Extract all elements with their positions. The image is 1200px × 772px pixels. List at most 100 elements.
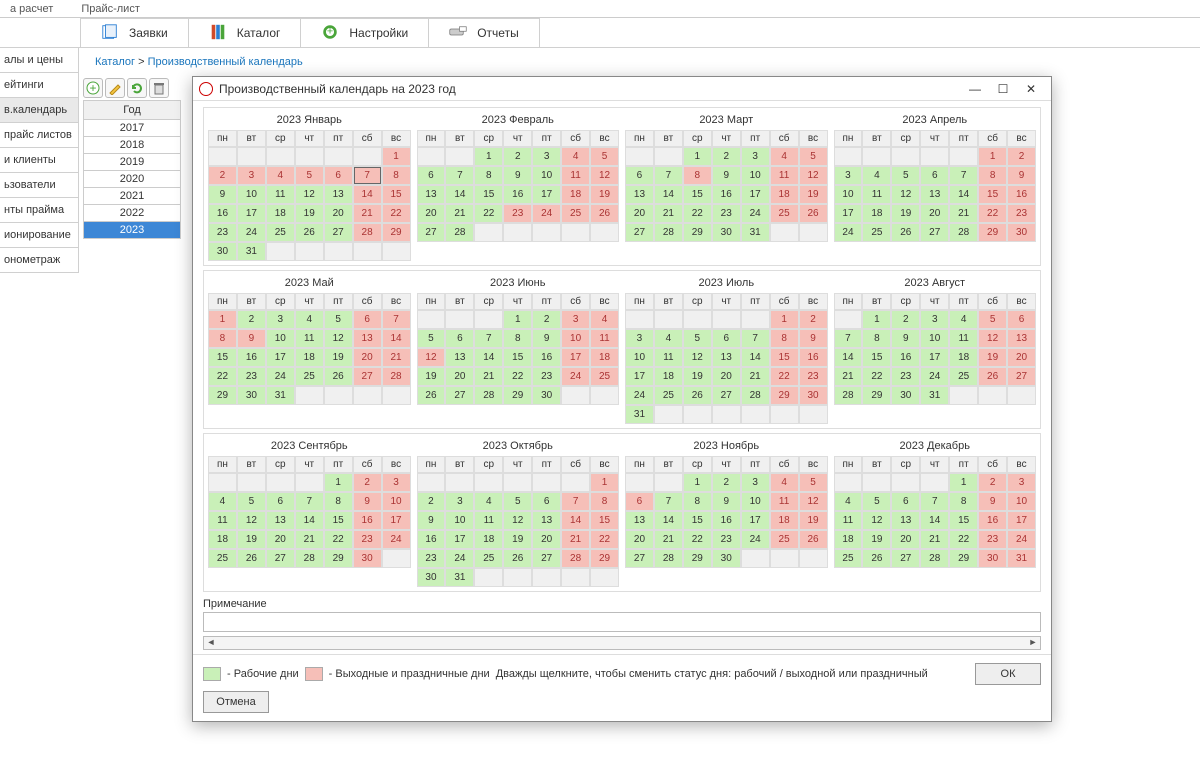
day-cell[interactable]: 17 (1007, 511, 1036, 530)
day-cell[interactable]: 17 (532, 185, 561, 204)
day-cell[interactable]: 9 (891, 329, 920, 348)
day-cell[interactable]: 12 (799, 166, 828, 185)
day-cell[interactable]: 22 (324, 530, 353, 549)
day-cell[interactable]: 11 (266, 185, 295, 204)
day-cell[interactable]: 11 (654, 348, 683, 367)
day-cell[interactable]: 6 (266, 492, 295, 511)
day-cell[interactable]: 3 (741, 147, 770, 166)
sidebar-item[interactable]: ьзователи (0, 173, 78, 198)
day-cell[interactable]: 25 (770, 204, 799, 223)
day-cell[interactable]: 14 (949, 185, 978, 204)
day-cell[interactable]: 27 (445, 386, 474, 405)
day-cell[interactable]: 13 (445, 348, 474, 367)
sidebar-item[interactable]: и клиенты (0, 148, 78, 173)
day-cell[interactable]: 30 (1007, 223, 1036, 242)
day-cell[interactable]: 8 (324, 492, 353, 511)
day-cell[interactable]: 19 (295, 204, 324, 223)
day-cell[interactable]: 4 (590, 310, 619, 329)
day-cell[interactable]: 3 (237, 166, 266, 185)
day-cell[interactable]: 1 (474, 147, 503, 166)
day-cell[interactable]: 5 (891, 166, 920, 185)
note-input[interactable] (203, 612, 1041, 632)
day-cell[interactable]: 8 (474, 166, 503, 185)
day-cell[interactable]: 19 (417, 367, 446, 386)
day-cell[interactable]: 28 (920, 549, 949, 568)
scroll-right-icon[interactable]: ► (1026, 637, 1040, 649)
day-cell[interactable]: 30 (417, 568, 446, 587)
day-cell[interactable]: 19 (324, 348, 353, 367)
day-cell[interactable]: 10 (445, 511, 474, 530)
day-cell[interactable]: 7 (474, 329, 503, 348)
day-cell[interactable]: 31 (625, 405, 654, 424)
day-cell[interactable]: 6 (417, 166, 446, 185)
day-cell[interactable]: 21 (295, 530, 324, 549)
day-cell[interactable]: 16 (712, 511, 741, 530)
day-cell[interactable]: 8 (862, 329, 891, 348)
day-cell[interactable]: 22 (683, 530, 712, 549)
year-item[interactable]: 2023 (83, 222, 181, 239)
ok-button[interactable]: ОК (975, 663, 1041, 685)
day-cell[interactable]: 3 (1007, 473, 1036, 492)
day-cell[interactable]: 29 (382, 223, 411, 242)
year-item[interactable]: 2020 (83, 171, 181, 188)
day-cell[interactable]: 10 (741, 166, 770, 185)
year-item[interactable]: 2017 (83, 120, 181, 137)
day-cell[interactable]: 29 (683, 223, 712, 242)
day-cell[interactable]: 2 (891, 310, 920, 329)
day-cell[interactable]: 24 (920, 367, 949, 386)
horizontal-scrollbar[interactable]: ◄ ► (203, 636, 1041, 650)
day-cell[interactable]: 16 (978, 511, 1007, 530)
day-cell[interactable]: 7 (949, 166, 978, 185)
day-cell[interactable]: 9 (353, 492, 382, 511)
day-cell[interactable]: 26 (862, 549, 891, 568)
day-cell[interactable]: 7 (741, 329, 770, 348)
day-cell[interactable]: 4 (474, 492, 503, 511)
day-cell[interactable]: 9 (799, 329, 828, 348)
day-cell[interactable]: 4 (561, 147, 590, 166)
day-cell[interactable]: 28 (834, 386, 863, 405)
day-cell[interactable]: 29 (949, 549, 978, 568)
day-cell[interactable]: 6 (532, 492, 561, 511)
day-cell[interactable]: 10 (532, 166, 561, 185)
day-cell[interactable]: 4 (208, 492, 237, 511)
close-button[interactable]: ✕ (1017, 78, 1045, 100)
day-cell[interactable]: 29 (770, 386, 799, 405)
day-cell[interactable]: 25 (590, 367, 619, 386)
day-cell[interactable]: 4 (770, 473, 799, 492)
day-cell[interactable]: 23 (799, 367, 828, 386)
day-cell[interactable]: 11 (834, 511, 863, 530)
day-cell[interactable]: 24 (382, 530, 411, 549)
day-cell[interactable]: 22 (978, 204, 1007, 223)
day-cell[interactable]: 6 (625, 492, 654, 511)
day-cell[interactable]: 24 (834, 223, 863, 242)
day-cell[interactable]: 8 (683, 166, 712, 185)
day-cell[interactable]: 10 (834, 185, 863, 204)
day-cell[interactable]: 17 (561, 348, 590, 367)
year-item[interactable]: 2018 (83, 137, 181, 154)
add-button[interactable]: + (83, 78, 103, 98)
day-cell[interactable]: 15 (208, 348, 237, 367)
day-cell[interactable]: 18 (266, 204, 295, 223)
day-cell[interactable]: 1 (503, 310, 532, 329)
day-cell[interactable]: 4 (834, 492, 863, 511)
day-cell[interactable]: 17 (741, 185, 770, 204)
day-cell[interactable]: 9 (712, 492, 741, 511)
day-cell[interactable]: 2 (237, 310, 266, 329)
day-cell[interactable]: 29 (208, 386, 237, 405)
day-cell[interactable]: 6 (625, 166, 654, 185)
day-cell[interactable]: 22 (382, 204, 411, 223)
day-cell[interactable]: 21 (834, 367, 863, 386)
day-cell[interactable]: 2 (1007, 147, 1036, 166)
day-cell[interactable]: 17 (834, 204, 863, 223)
day-cell[interactable]: 15 (683, 185, 712, 204)
ribbon-tab-catalog[interactable]: Каталог (188, 18, 302, 47)
day-cell[interactable]: 12 (799, 492, 828, 511)
day-cell[interactable]: 18 (770, 511, 799, 530)
day-cell[interactable]: 20 (891, 530, 920, 549)
day-cell[interactable]: 23 (1007, 204, 1036, 223)
day-cell[interactable]: 10 (266, 329, 295, 348)
day-cell[interactable]: 14 (474, 348, 503, 367)
day-cell[interactable]: 14 (295, 511, 324, 530)
day-cell[interactable]: 23 (237, 367, 266, 386)
day-cell[interactable]: 10 (237, 185, 266, 204)
